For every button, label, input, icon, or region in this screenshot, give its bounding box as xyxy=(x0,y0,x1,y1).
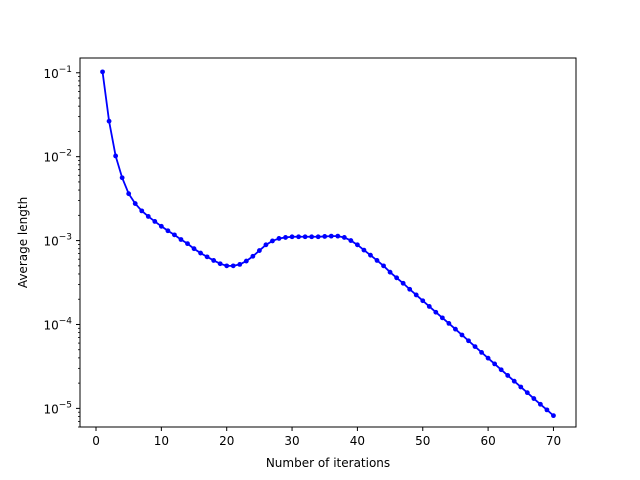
y-tick-label: 10−2 xyxy=(43,149,72,165)
data-point xyxy=(243,258,249,264)
data-point xyxy=(263,242,269,248)
data-point xyxy=(361,247,367,253)
data-point xyxy=(145,214,151,219)
x-tick-label: 60 xyxy=(480,434,495,448)
data-point xyxy=(446,321,452,326)
data-point xyxy=(113,153,119,159)
data-point xyxy=(289,234,295,240)
data-point xyxy=(387,269,393,275)
data-point xyxy=(152,219,158,224)
data-point xyxy=(485,355,491,361)
data-point xyxy=(328,233,334,239)
series-layer xyxy=(100,69,556,419)
y-axis-label: Average length xyxy=(16,197,30,288)
data-point xyxy=(498,367,504,373)
data-point xyxy=(237,262,243,267)
x-tick-label: 50 xyxy=(415,434,430,448)
data-point xyxy=(551,413,556,419)
data-point xyxy=(524,390,530,396)
y-tick-label: 10−4 xyxy=(43,316,72,332)
data-point xyxy=(466,338,471,344)
data-point xyxy=(537,401,543,407)
data-point xyxy=(158,223,164,229)
data-point xyxy=(230,263,236,269)
data-point xyxy=(126,191,132,197)
data-point xyxy=(217,261,223,267)
data-point xyxy=(139,208,145,214)
data-point xyxy=(511,378,517,384)
y-axis-ticks: 10−5 10−4 10−3 10−2 10−1 xyxy=(43,65,80,428)
x-axis-label: Number of iterations xyxy=(266,456,390,470)
data-point xyxy=(433,309,439,315)
data-point xyxy=(172,232,177,238)
data-point xyxy=(341,235,347,240)
x-tick-label: 10 xyxy=(154,434,169,448)
data-point xyxy=(335,233,341,239)
data-point xyxy=(256,248,262,253)
x-tick-label: 40 xyxy=(350,434,365,448)
data-point xyxy=(518,384,524,390)
data-point xyxy=(204,254,210,260)
data-point xyxy=(394,275,400,281)
data-point xyxy=(119,175,125,181)
data-point xyxy=(276,236,282,241)
x-tick-label: 70 xyxy=(546,434,561,448)
data-point xyxy=(472,344,478,350)
series-line xyxy=(101,71,555,417)
data-point xyxy=(211,258,217,263)
data-point xyxy=(106,118,112,124)
data-point xyxy=(459,332,465,338)
y-tick-label: 10−1 xyxy=(43,65,72,81)
data-point xyxy=(224,263,230,269)
data-point xyxy=(439,315,445,321)
data-point xyxy=(544,407,550,413)
data-point xyxy=(407,286,413,292)
data-point xyxy=(492,361,498,367)
data-point xyxy=(296,234,301,240)
data-point xyxy=(302,234,308,240)
y-tick-label: 10−3 xyxy=(43,233,72,249)
x-tick-label: 0 xyxy=(92,434,100,448)
data-point xyxy=(315,234,321,240)
data-point xyxy=(322,234,328,239)
data-point xyxy=(270,238,275,244)
data-point xyxy=(198,250,203,256)
x-tick-label: 20 xyxy=(219,434,234,448)
data-point xyxy=(309,234,315,240)
data-point xyxy=(413,292,419,298)
data-point xyxy=(381,263,386,269)
x-axis-ticks: 0 10 20 30 40 50 60 70 xyxy=(92,427,561,448)
data-point xyxy=(185,241,190,247)
plot-frame xyxy=(79,57,577,428)
y-tick-label: 10−5 xyxy=(43,400,72,416)
data-point xyxy=(250,253,256,259)
data-point xyxy=(420,298,426,304)
data-point xyxy=(191,246,197,252)
data-point xyxy=(348,238,354,243)
data-point xyxy=(505,373,511,378)
data-point xyxy=(479,349,484,355)
data-point xyxy=(453,326,458,332)
data-point xyxy=(531,396,537,401)
data-point xyxy=(368,252,373,258)
data-point xyxy=(426,304,432,309)
data-point xyxy=(178,237,184,242)
x-tick-label: 30 xyxy=(284,434,299,448)
data-point xyxy=(400,280,406,286)
data-point xyxy=(100,69,105,75)
data-point xyxy=(132,201,138,206)
data-point xyxy=(165,228,171,234)
data-point xyxy=(374,258,380,263)
data-point xyxy=(355,242,360,248)
data-point xyxy=(283,235,288,240)
